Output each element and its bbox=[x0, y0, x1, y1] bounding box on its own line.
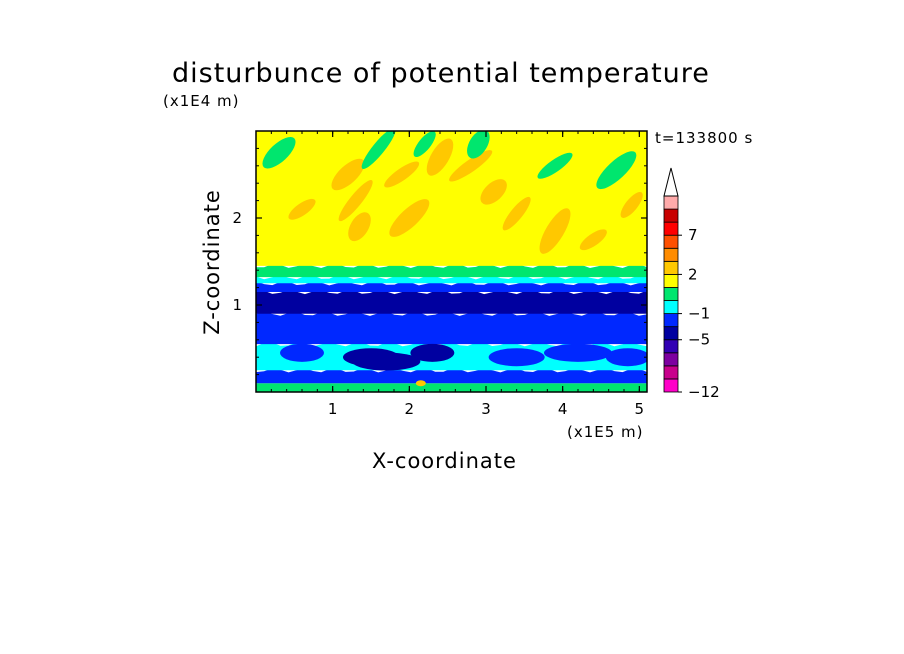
contour-blob bbox=[620, 191, 643, 218]
colorbar-tick-label: 7 bbox=[688, 226, 698, 244]
colorbar-swatch bbox=[663, 195, 679, 210]
y-tick-label: 1 bbox=[232, 296, 242, 314]
x-tick-label: 5 bbox=[635, 400, 645, 418]
contour-blob bbox=[415, 380, 426, 387]
colorbar-tick-label: −12 bbox=[688, 383, 720, 401]
contour-blob bbox=[480, 179, 507, 205]
colorbar-swatch bbox=[663, 313, 679, 328]
contour-blob bbox=[352, 352, 421, 371]
contour-blob bbox=[288, 198, 316, 220]
chart-title: disturbunce of potential temperature bbox=[172, 58, 710, 89]
colorbar-swatch bbox=[663, 326, 679, 341]
contour-layer bbox=[256, 311, 647, 345]
contour-blob bbox=[502, 196, 531, 231]
x-axis-label: X-coordinate bbox=[372, 449, 517, 473]
contour-layer bbox=[256, 281, 647, 292]
contour-blob bbox=[544, 343, 612, 362]
x-axis: 1 2 3 4 5 bbox=[270, 131, 645, 418]
colorbar-swatch bbox=[663, 273, 679, 288]
contour-blob bbox=[361, 131, 396, 169]
colorbar-swatch bbox=[663, 221, 679, 236]
contour-blob bbox=[410, 343, 455, 362]
contour-blob bbox=[348, 212, 371, 242]
contour-blob bbox=[488, 348, 545, 367]
contour-layer bbox=[256, 289, 647, 314]
contour-blob bbox=[579, 229, 607, 251]
colorbar-swatch bbox=[663, 234, 679, 249]
colorbar-swatch bbox=[663, 260, 679, 275]
colorbar-swatch bbox=[663, 208, 679, 223]
colorbar: 7 2 −1 −5 −12 bbox=[663, 167, 720, 401]
x-tick-label: 3 bbox=[481, 400, 491, 418]
colorbar-tick-label: −5 bbox=[688, 331, 710, 349]
colorbar-swatch bbox=[663, 339, 679, 354]
colorbar-extension bbox=[663, 167, 679, 197]
x-axis-unit: (x1E5 m) bbox=[567, 423, 644, 441]
contour-blob bbox=[384, 161, 420, 188]
contour-blob bbox=[338, 180, 373, 222]
contour-layer bbox=[256, 383, 647, 392]
contour-blob bbox=[413, 131, 436, 158]
x-tick-label: 4 bbox=[558, 400, 568, 418]
y-tick-label: 2 bbox=[232, 209, 242, 227]
y-axis: 12 bbox=[232, 147, 647, 376]
colorbar-swatch bbox=[663, 365, 679, 380]
plot-frame bbox=[255, 130, 648, 393]
x-tick-label: 1 bbox=[328, 400, 338, 418]
contour-blob bbox=[537, 152, 573, 179]
colorbar-swatch bbox=[663, 247, 679, 262]
colorbar-swatch bbox=[663, 378, 679, 393]
colorbar-tick-label: −1 bbox=[688, 305, 710, 323]
contour-layer bbox=[256, 263, 647, 278]
x-tick-label: 2 bbox=[405, 400, 415, 418]
contour-blob bbox=[426, 138, 454, 176]
contour-layer bbox=[256, 368, 647, 384]
colorbar-swatch bbox=[663, 287, 679, 301]
contour-field bbox=[256, 131, 647, 392]
colorbar-swatch bbox=[663, 352, 679, 367]
contour-blob bbox=[605, 348, 647, 367]
contour-blob bbox=[539, 208, 571, 254]
contour-blob bbox=[389, 199, 430, 237]
contour-blob bbox=[331, 158, 365, 191]
contour-blob bbox=[280, 343, 324, 362]
contour-blob bbox=[596, 151, 637, 190]
colorbar-tick-label: 2 bbox=[688, 265, 698, 283]
time-annotation: t=133800 s bbox=[655, 129, 754, 147]
contour-blob bbox=[262, 136, 296, 169]
colorbar-swatch bbox=[663, 300, 679, 314]
contour-blob bbox=[467, 131, 490, 159]
contour-blob bbox=[449, 150, 493, 182]
y-axis-unit: (x1E4 m) bbox=[163, 92, 240, 110]
